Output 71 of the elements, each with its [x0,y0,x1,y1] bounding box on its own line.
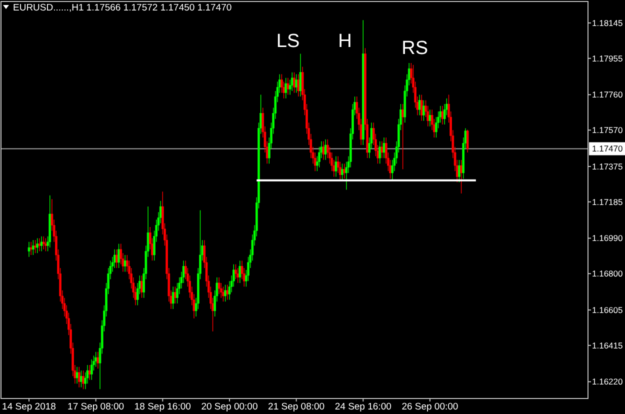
candlestick [286,78,290,96]
candlestick [94,352,97,368]
y-tick-label: 1.16415 [592,340,623,350]
y-tick-label: 1.16990 [592,233,623,244]
y-tick-label: 1.17570 [592,125,623,136]
candlestick [290,72,294,92]
candlestick [324,139,327,160]
y-tick-label: 1.17185 [592,196,623,207]
candlestick [441,106,444,125]
candlestick [218,277,220,294]
candlestick [322,140,325,160]
x-tick-label: 24 Sep 16:00 [334,402,392,412]
annotation: LS [276,31,300,52]
candlestick [124,254,126,272]
candlestick [116,249,118,268]
candlestick [88,364,91,380]
y-tick-label: 1.16800 [592,268,623,279]
y-tick-label: 1.17760 [592,90,623,100]
ref-line-label: 1.17470 [592,144,623,154]
candlestick [297,74,300,97]
annotation: H [338,31,352,52]
y-tick-label: 1.16220 [592,376,623,387]
candlestick [32,240,34,256]
candlestick [466,129,469,153]
candlestick [284,78,288,99]
candlestick [118,243,120,268]
candlestick [90,359,93,380]
candlestick [36,238,39,254]
candlestick [78,366,80,388]
annotation: RS [402,38,428,59]
x-tick-label: 14 Sep 2018 [2,402,56,412]
chart-title: EURUSD......,H1 1.17566 1.17572 1.17450 1.17470 [13,2,232,14]
candlestick [82,370,84,390]
candlestick [234,264,237,280]
y-tick-label: 1.18145 [592,18,623,28]
candlestick [343,163,346,179]
y-tick-label: 1.17955 [592,53,623,64]
candlestick [378,140,381,164]
candlestick [334,156,338,178]
candlestick [299,53,302,97]
candlestick [38,238,41,252]
y-tick-label: 1.17375 [592,161,623,172]
candlestick [458,160,460,183]
candlestick [40,236,43,252]
candlestick [293,72,296,94]
candlestick [460,160,462,194]
x-tick-label: 26 Sep 00:00 [402,402,458,412]
candlestick [341,163,344,181]
x-tick-label: 20 Sep 00:00 [201,402,258,412]
candlestick [172,286,174,310]
candlestick [42,236,45,250]
candlestick [34,240,36,254]
candlestick [96,352,100,370]
x-tick-label: 21 Sep 08:00 [268,402,325,412]
candlestick [76,366,78,384]
y-tick-label: 1.16605 [592,304,623,315]
x-tick-label: 17 Sep 08:00 [68,402,124,412]
x-tick-label: 18 Sep 16:00 [134,402,191,412]
candlestick [113,249,116,268]
candlestick [402,104,404,170]
candlestick [222,286,224,302]
candlestick [238,260,242,284]
candlestick [420,94,423,122]
candlestick [30,242,32,256]
candlestick [295,74,298,94]
candlestick [226,284,229,300]
candlestick [44,238,47,252]
candlestick [380,140,384,158]
candlestick [422,100,425,122]
candlestick [28,242,30,258]
candlestick [224,284,226,302]
